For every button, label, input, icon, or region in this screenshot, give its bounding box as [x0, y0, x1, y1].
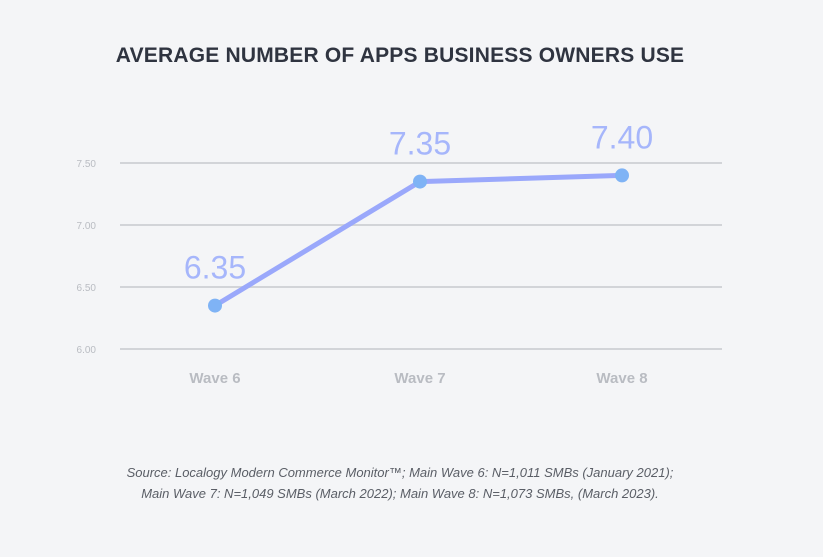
source-line-1: Source: Localogy Modern Commerce Monitor… [126, 465, 674, 480]
data-point [208, 298, 222, 313]
data-point [413, 174, 427, 189]
y-tick-label: 6.50 [77, 283, 97, 294]
x-tick-label: Wave 7 [394, 370, 445, 387]
source-note: Source: Localogy Modern Commerce Monitor… [0, 462, 800, 504]
data-labels: 6.35 7.35 7.40 [184, 119, 653, 285]
data-label: 6.35 [184, 250, 246, 286]
x-tick-label: Wave 8 [596, 370, 647, 387]
y-tick-label: 7.50 [77, 159, 97, 170]
y-axis-ticks: 6.00 6.50 7.00 7.50 [77, 159, 97, 356]
y-tick-label: 7.00 [77, 221, 97, 232]
source-line-2: Main Wave 7: N=1,049 SMBs (March 2022); … [141, 486, 659, 501]
x-axis-ticks: Wave 6 Wave 7 Wave 8 [189, 370, 647, 387]
data-label: 7.40 [591, 119, 653, 155]
chart-title: AVERAGE NUMBER OF APPS BUSINESS OWNERS U… [115, 44, 685, 67]
data-markers [208, 168, 629, 313]
data-label: 7.35 [389, 126, 451, 162]
x-tick-label: Wave 6 [189, 370, 240, 387]
y-tick-label: 6.00 [77, 345, 97, 356]
data-point [615, 168, 629, 183]
gridlines [120, 162, 722, 350]
